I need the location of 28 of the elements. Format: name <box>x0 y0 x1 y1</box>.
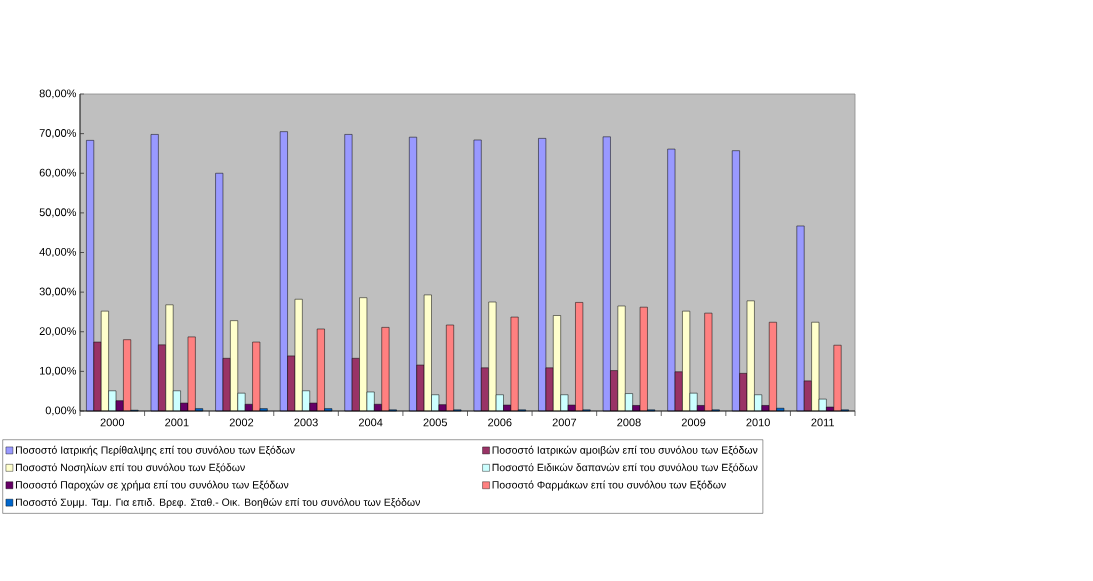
y-tick-label: 70,00% <box>39 129 77 139</box>
x-tick-label: 2000 <box>100 418 125 427</box>
legend-label: Ποσοστό Ιατρικής Περίθαλψης επί του συνόλου των Εξόδων <box>15 445 295 456</box>
y-tick-label: 50,00% <box>39 208 77 218</box>
x-tick-label: 2003 <box>294 418 318 427</box>
y-tick-label: 30,00% <box>39 287 77 297</box>
x-tick-label: 2002 <box>229 418 254 427</box>
x-tick-label: 2008 <box>617 418 641 427</box>
legend-label: Ποσοστό Ιατρικών αμοιβών επί του συνόλου των Εξόδων <box>492 445 758 456</box>
legend-label: Ποσοστό Παροχών σε χρήμα επί του συνόλου των Εξόδων <box>15 480 289 491</box>
y-tick-label: 20,00% <box>39 327 77 337</box>
legend-label: Ποσοστό Συμμ. Ταμ. Για επιδ. Βρεφ. Σταθ.- Οικ. Βοηθών επί του συνόλου των Εξόδων <box>15 497 420 509</box>
x-tick-label: 2009 <box>681 418 706 427</box>
x-tick-label: 2011 <box>811 418 834 427</box>
x-tick-label: 2010 <box>746 418 770 427</box>
x-tick-label: 2006 <box>488 418 512 427</box>
x-tick-label: 2004 <box>358 418 383 427</box>
y-tick-label: 10,00% <box>40 366 77 376</box>
legend-label: Ποσοστό Φαρμάκων επί του συνόλου των Εξόδων <box>492 480 726 491</box>
y-tick-label: 0,00% <box>45 406 77 416</box>
legend-label: Ποσοστό Νοσηλίων επί του συνόλου των Εξόδων <box>15 463 245 474</box>
y-tick-label: 60,00% <box>39 168 77 178</box>
y-tick-label: 40,00% <box>39 247 77 258</box>
y-tick-label: 80,00% <box>39 89 77 99</box>
x-tick-label: 2001 <box>165 418 189 427</box>
x-tick-label: 2007 <box>552 418 577 427</box>
x-tick-label: 2005 <box>423 418 447 427</box>
legend-label: Ποσοστό Ειδικών δαπανών επί του συνόλου των Εξόδων <box>492 463 758 473</box>
